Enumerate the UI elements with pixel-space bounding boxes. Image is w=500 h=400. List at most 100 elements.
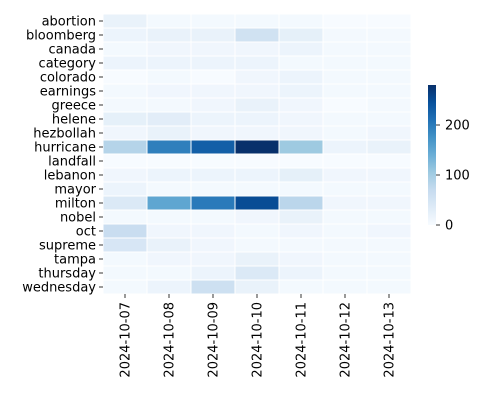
row-label: canada — [48, 43, 96, 58]
heatmap-cell — [366, 139, 412, 155]
heatmap-cell — [146, 237, 192, 253]
column-label: 2024-10-08 — [163, 302, 178, 378]
colorbar: 0 100 200 — [428, 85, 470, 234]
heatmap-cell — [146, 195, 192, 211]
colorbar-tick-label: 200 — [445, 119, 470, 134]
heatmap-cell — [366, 251, 412, 267]
heatmap-cell — [146, 41, 192, 57]
heatmap-cell — [102, 181, 148, 197]
heatmap-cell — [366, 265, 412, 281]
heatmap-cell — [102, 41, 148, 57]
column-labels: 2024-10-07 2024-10-08 2024-10-09 2024-10-10… — [119, 294, 398, 378]
heatmap-cell — [190, 139, 236, 155]
heatmap-cell — [234, 69, 280, 85]
heatmap-cell — [322, 111, 368, 127]
heatmap-cell — [278, 279, 324, 295]
row-label: bloomberg — [26, 29, 96, 44]
heatmap-cell — [322, 265, 368, 281]
heatmap-cell — [234, 223, 280, 239]
row-label: abortion — [42, 15, 96, 30]
heatmap-cell — [190, 97, 236, 113]
heatmap-cell — [278, 55, 324, 71]
heatmap-cell — [278, 41, 324, 57]
heatmap-cell — [278, 209, 324, 225]
heatmap-cell — [366, 13, 412, 29]
heatmap-cell — [322, 41, 368, 57]
heatmap-cell — [322, 139, 368, 155]
heatmap-cell — [190, 69, 236, 85]
row-label: landfall — [48, 155, 96, 170]
row-label: hurricane — [34, 141, 96, 156]
heatmap-cell — [146, 223, 192, 239]
heatmap-cell — [366, 167, 412, 183]
row-label: thursday — [38, 267, 96, 282]
heatmap-cell — [102, 27, 148, 43]
heatmap-cell — [366, 27, 412, 43]
heatmap-cell — [234, 265, 280, 281]
heatmap-cell — [146, 111, 192, 127]
row-label: mayor — [54, 183, 96, 198]
heatmap-cell — [278, 237, 324, 253]
heatmap-cell — [278, 139, 324, 155]
heatmap-cell — [366, 97, 412, 113]
heatmap-cell — [102, 195, 148, 211]
heatmap-cell — [234, 111, 280, 127]
heatmap-cell — [234, 13, 280, 29]
heatmap-cell — [278, 125, 324, 141]
heatmap-cell — [190, 237, 236, 253]
heatmap-cell — [146, 27, 192, 43]
row-label: wednesday — [22, 281, 96, 296]
heatmap-cell — [322, 181, 368, 197]
heatmap-cell — [322, 69, 368, 85]
column-label: 2024-10-13 — [383, 302, 398, 378]
row-label: tampa — [54, 253, 96, 268]
heatmap-cell — [322, 167, 368, 183]
heatmap-cell — [146, 265, 192, 281]
heatmap-cell — [102, 111, 148, 127]
heatmap-cell — [102, 83, 148, 99]
row-label: earnings — [40, 85, 96, 100]
heatmap-cell — [278, 153, 324, 169]
heatmap-cell — [190, 13, 236, 29]
heatmap-cell — [146, 125, 192, 141]
colorbar-tick-label: 100 — [445, 169, 470, 184]
heatmap-cell — [322, 27, 368, 43]
heatmap-cell — [366, 279, 412, 295]
heatmap-cell — [234, 209, 280, 225]
heatmap-cell — [322, 237, 368, 253]
colorbar-gradient — [428, 85, 436, 225]
heatmap-cell — [102, 251, 148, 267]
heatmap-cell — [146, 167, 192, 183]
heatmap-cell — [278, 251, 324, 267]
heatmap-cell — [278, 195, 324, 211]
row-label: greece — [52, 99, 96, 114]
heatmap-cell — [322, 279, 368, 295]
heatmap-cell — [102, 265, 148, 281]
row-label: hezbollah — [33, 127, 96, 142]
heatmap-cell — [102, 97, 148, 113]
heatmap-cell — [322, 55, 368, 71]
heatmap-cell — [278, 97, 324, 113]
heatmap-cell — [190, 209, 236, 225]
heatmap-cell — [234, 251, 280, 267]
heatmap-cell — [234, 83, 280, 99]
heatmap-cell — [366, 237, 412, 253]
heatmap-cell — [102, 55, 148, 71]
heatmap-cell — [102, 209, 148, 225]
heatmap-cell — [146, 69, 192, 85]
heatmap-cell — [146, 251, 192, 267]
heatmap-cells — [102, 13, 412, 295]
heatmap-cell — [234, 181, 280, 197]
heatmap-cell — [278, 167, 324, 183]
heatmap-cell — [190, 111, 236, 127]
row-label: oct — [76, 225, 96, 240]
heatmap-cell — [102, 237, 148, 253]
heatmap-cell — [366, 111, 412, 127]
heatmap-cell — [278, 111, 324, 127]
heatmap-cell — [278, 223, 324, 239]
heatmap-cell — [366, 41, 412, 57]
heatmap-cell — [322, 209, 368, 225]
heatmap-cell — [146, 279, 192, 295]
heatmap-cell — [102, 279, 148, 295]
